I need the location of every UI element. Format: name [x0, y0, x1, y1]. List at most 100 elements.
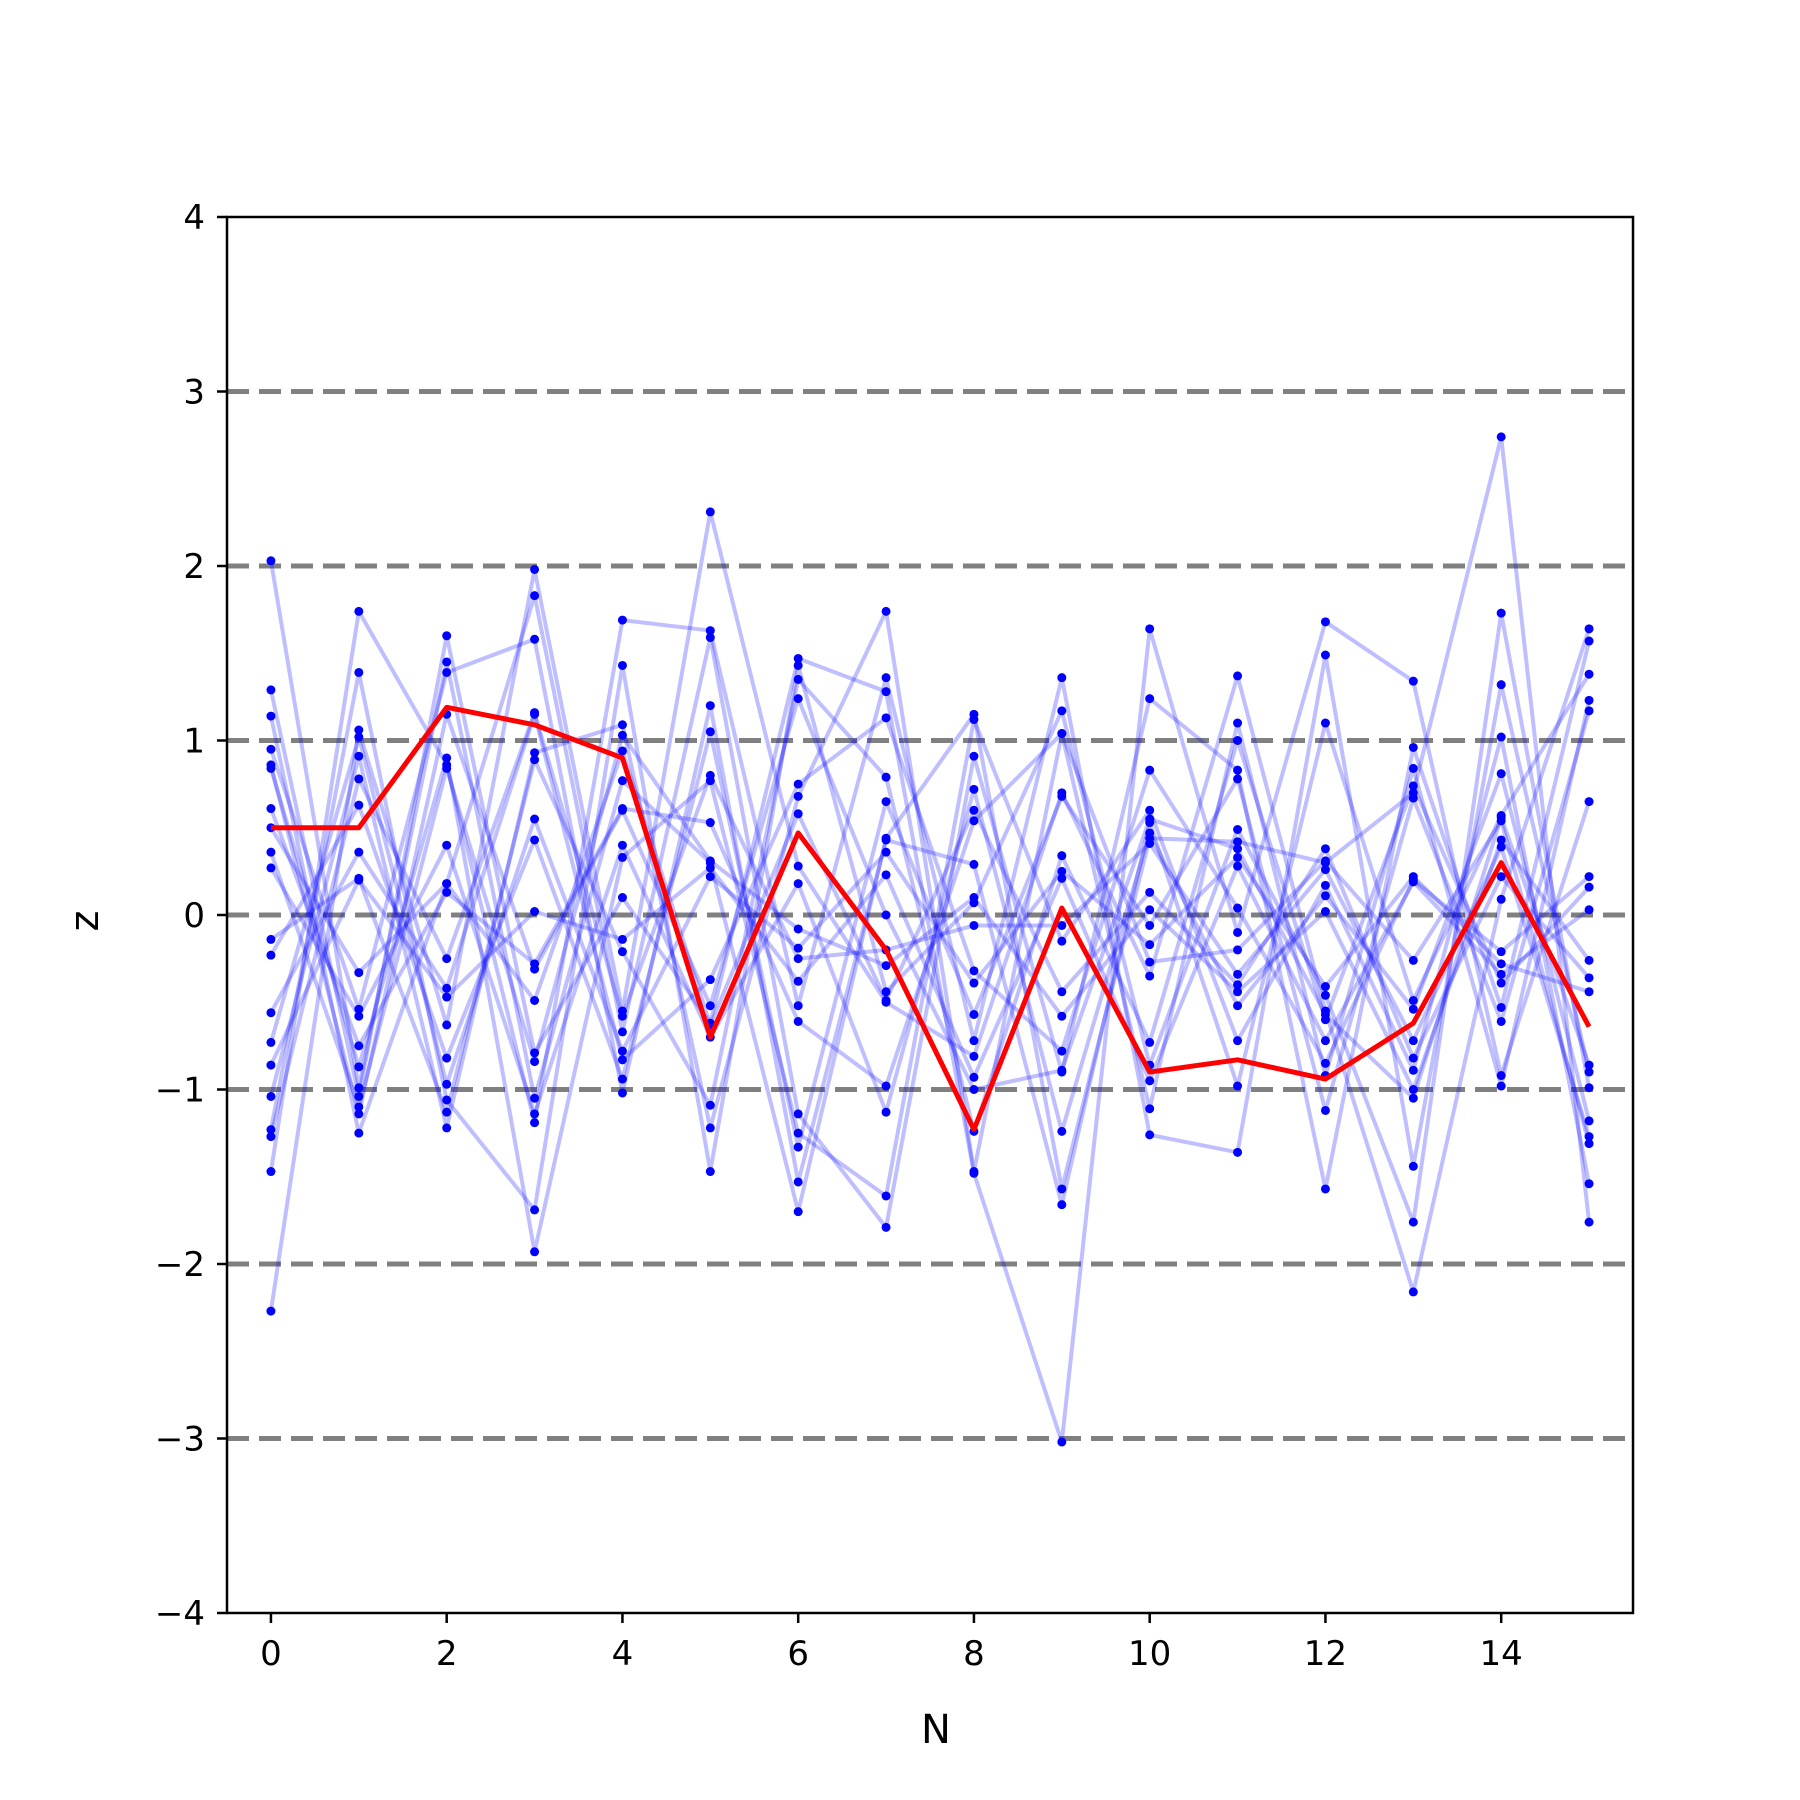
trial-point	[1233, 718, 1243, 728]
trial-point	[266, 804, 276, 814]
trial-series-line	[268, 611, 1592, 1225]
trial-point	[793, 954, 803, 964]
trial-point	[1408, 955, 1418, 965]
trial-point	[1145, 814, 1155, 824]
trial-point	[881, 835, 891, 845]
trial-point	[1320, 844, 1330, 854]
trial-point	[530, 835, 540, 845]
trial-point	[1320, 865, 1330, 875]
trial-point	[1408, 996, 1418, 1006]
trial-point	[266, 1037, 276, 1047]
trial-point	[1233, 980, 1243, 990]
y-tick-label: 3	[183, 373, 205, 413]
trial-point	[793, 1109, 803, 1119]
trial-point	[1408, 872, 1418, 882]
trial-point	[1496, 1002, 1506, 1012]
trial-point	[617, 776, 627, 786]
trial-series-line	[269, 710, 1591, 1150]
trial-point	[1233, 1147, 1243, 1157]
trial-point	[354, 875, 364, 885]
trial-point	[1496, 1071, 1506, 1081]
trial-point	[1233, 969, 1243, 979]
trial-point	[1584, 1132, 1594, 1142]
trial-point	[354, 1062, 364, 1072]
trial-point	[969, 1036, 979, 1046]
trial-point	[1057, 1184, 1067, 1194]
trial-point	[442, 763, 452, 773]
trial-point	[354, 732, 364, 742]
trial-point	[1496, 894, 1506, 904]
trial-series-line	[269, 712, 1591, 1066]
trial-point	[1233, 861, 1243, 871]
trial-point	[354, 1004, 364, 1014]
trial-point	[354, 1109, 364, 1119]
trial-series-line	[268, 434, 1592, 1223]
x-tick-label: 12	[1304, 1634, 1347, 1674]
trial-point	[617, 1055, 627, 1065]
trial-point	[266, 950, 276, 960]
trial-point	[266, 847, 276, 857]
trial-point	[442, 667, 452, 677]
trial-point	[793, 653, 803, 663]
y-tick-label: 4	[183, 198, 205, 238]
y-axis-label: z	[62, 911, 108, 932]
trial-point	[1584, 905, 1594, 915]
trial-point	[1408, 793, 1418, 803]
trial-point	[266, 1125, 276, 1135]
trial-point	[530, 907, 540, 917]
trial-point	[1233, 671, 1243, 681]
trial-point	[1320, 880, 1330, 890]
trial-point	[266, 1091, 276, 1101]
trial-point	[617, 934, 627, 944]
trial-point	[530, 964, 540, 974]
trial-point	[442, 657, 452, 667]
trial-point	[617, 730, 627, 740]
trial-point	[1057, 729, 1067, 739]
trial-point	[1057, 1065, 1067, 1075]
trial-point	[530, 591, 540, 601]
trial-point	[1584, 695, 1594, 705]
trial-point	[793, 1207, 803, 1217]
trial-point	[1584, 872, 1594, 882]
trial-point	[1057, 920, 1067, 930]
trial-series-line	[269, 735, 1590, 1087]
trial-point	[266, 685, 276, 695]
trial-point	[617, 840, 627, 850]
mean-series-line	[270, 704, 1592, 1133]
trial-point	[1496, 732, 1506, 742]
trial-point	[1057, 936, 1067, 946]
trial-point	[1496, 1081, 1506, 1091]
trial-point	[1584, 1116, 1594, 1126]
trial-point	[881, 1191, 891, 1201]
trial-series-line	[268, 609, 1592, 1172]
trial-point	[530, 814, 540, 824]
trial-point	[354, 751, 364, 761]
trial-point	[1584, 797, 1594, 807]
trial-point	[442, 983, 452, 993]
trial-point	[969, 920, 979, 930]
trial-point	[969, 966, 979, 976]
trial-point	[1584, 1179, 1594, 1189]
trial-point	[354, 606, 364, 616]
trial-point	[354, 847, 364, 857]
trial-point	[354, 800, 364, 810]
y-tick-label: −3	[155, 1420, 205, 1460]
trial-point	[1496, 959, 1506, 969]
trial-point	[530, 996, 540, 1006]
trial-point	[266, 1132, 276, 1142]
trial-point	[1496, 969, 1506, 979]
trial-point	[881, 1107, 891, 1117]
trial-point	[1145, 957, 1155, 967]
trial-point	[354, 968, 364, 978]
trial-point	[617, 805, 627, 815]
trial-point	[969, 805, 979, 815]
trial-point	[530, 1109, 540, 1119]
trial-point	[1584, 1067, 1594, 1077]
trial-point	[530, 755, 540, 765]
trial-point	[1233, 1036, 1243, 1046]
trial-point	[1584, 987, 1594, 997]
trial-point	[793, 924, 803, 934]
trial-point	[969, 1009, 979, 1019]
trial-point	[1408, 1217, 1418, 1227]
